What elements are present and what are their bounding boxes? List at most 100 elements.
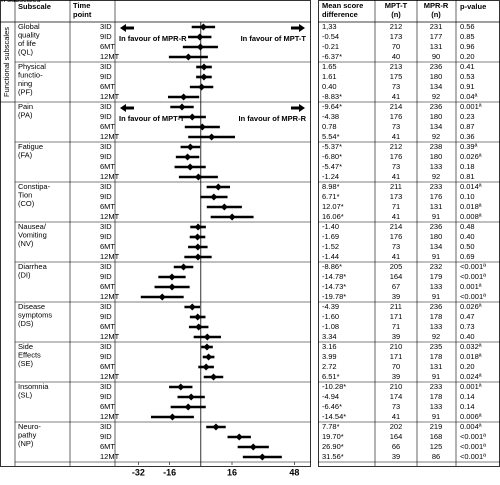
time-point: 12MT — [100, 452, 120, 461]
estimate — [186, 143, 194, 151]
time-point: 9ID — [100, 152, 112, 161]
subscale-name: Diarrhea — [18, 262, 48, 271]
estimate — [184, 53, 192, 61]
n-mpt: 73 — [392, 122, 400, 131]
time-point: 12MT — [100, 92, 120, 101]
estimate — [210, 193, 218, 201]
mean-diff: 3.99 — [322, 352, 337, 361]
mean-diff: 6.71* — [322, 192, 340, 201]
time-point: 12MT — [100, 292, 120, 301]
estimate — [194, 173, 202, 181]
n-mpt: 164 — [390, 272, 403, 281]
time-point: 12MT — [100, 252, 120, 261]
n-mpr: 134 — [430, 122, 443, 131]
mean-diff: -1.08 — [322, 322, 339, 331]
n-mpt: 212 — [390, 142, 403, 151]
header-mpt: (n) — [391, 10, 401, 19]
header-mpr: MPR-R — [424, 1, 449, 10]
n-mpt: 173 — [390, 32, 403, 41]
n-mpt: 66 — [392, 442, 400, 451]
estimate — [186, 163, 194, 171]
mean-diff: 19.70* — [322, 432, 344, 441]
time-point: 9ID — [100, 432, 112, 441]
time-point: 3ID — [100, 102, 112, 111]
subscale-name: (CO) — [18, 199, 35, 208]
header-mpr: (n) — [431, 10, 441, 19]
mean-diff: 2.72 — [322, 362, 337, 371]
mean-diff: -9.64* — [322, 102, 342, 111]
n-mpr: 90 — [432, 52, 440, 61]
n-mpr: 233 — [430, 182, 443, 191]
estimate — [214, 183, 222, 191]
mean-diff: 6.51* — [322, 372, 340, 381]
time-point: 3ID — [100, 262, 112, 271]
mean-diff: 3.16 — [322, 342, 337, 351]
time-point: 3ID — [100, 302, 112, 311]
estimate — [184, 403, 192, 411]
n-mpr: 131 — [430, 362, 443, 371]
mean-diff: 31.56* — [322, 452, 344, 461]
mean-diff: 1,33 — [322, 22, 337, 31]
subscale-name: ning — [18, 79, 32, 88]
estimate — [196, 43, 204, 51]
mean-diff: 0.40 — [322, 82, 337, 91]
n-mpr: 236 — [430, 302, 443, 311]
subscale-name: (SE) — [18, 359, 34, 368]
time-point: 12MT — [100, 132, 120, 141]
mean-diff: -1.52 — [322, 242, 339, 251]
n-mpt: 211 — [390, 302, 402, 311]
p-value: 0.004ª — [460, 422, 482, 431]
time-point: 3ID — [100, 62, 112, 71]
n-mpt: 171 — [390, 312, 403, 321]
header-mpt: MPT-T — [385, 1, 408, 10]
n-mpt: 213 — [390, 62, 403, 71]
subscale-name: quality — [18, 30, 40, 39]
n-mpr: 235 — [430, 342, 443, 351]
n-mpr: 219 — [430, 422, 443, 431]
subscale-name: Disease — [18, 302, 45, 311]
mean-diff: -8.83* — [322, 92, 342, 101]
estimate — [235, 433, 243, 441]
n-mpt: 39 — [392, 292, 400, 301]
mean-diff: 1.65 — [322, 62, 337, 71]
header-time: point — [73, 10, 92, 19]
header-subscale: Subscale — [18, 2, 51, 11]
p-value: 0.20 — [460, 362, 475, 371]
estimate — [249, 443, 257, 451]
n-mpr: 178 — [430, 392, 443, 401]
n-mpt: 41 — [392, 132, 400, 141]
mean-diff: -14.54* — [322, 412, 346, 421]
n-mpr: 91 — [432, 412, 440, 421]
p-value: 0.04ª — [460, 92, 478, 101]
mean-diff: -1.60 — [322, 312, 339, 321]
mean-diff: 26.90* — [322, 442, 344, 451]
subscale-name: Fatigue — [18, 142, 43, 151]
time-point: 6MT — [100, 442, 115, 451]
subscale-name: (DI) — [18, 270, 31, 279]
p-value: 0.39ª — [460, 142, 478, 151]
p-value: 0.001ª — [460, 102, 482, 111]
mean-diff: -0.54 — [322, 32, 339, 41]
time-point: 12MT — [100, 332, 120, 341]
n-mpr: 236 — [430, 62, 443, 71]
estimate — [188, 303, 196, 311]
n-mpr: 133 — [430, 322, 443, 331]
annotation-left: In favour of MPT-T — [119, 114, 185, 123]
time-point: 3ID — [100, 382, 112, 391]
n-mpr: 179 — [430, 272, 443, 281]
n-mpr: 236 — [430, 222, 443, 231]
n-mpr: 180 — [430, 232, 443, 241]
subscale-name: pathy — [18, 430, 37, 439]
subscale-name: Side — [18, 342, 33, 351]
time-point: 9ID — [100, 352, 112, 361]
time-point: 12MT — [100, 172, 120, 181]
estimate — [200, 63, 208, 71]
mean-diff: -1.24 — [322, 172, 339, 181]
n-mpr: 92 — [432, 132, 440, 141]
estimate — [168, 413, 176, 421]
n-mpt: 39 — [392, 372, 400, 381]
n-mpr: 133 — [430, 402, 443, 411]
p-value: 0.96 — [460, 42, 475, 51]
p-value: 0.50 — [460, 242, 475, 251]
